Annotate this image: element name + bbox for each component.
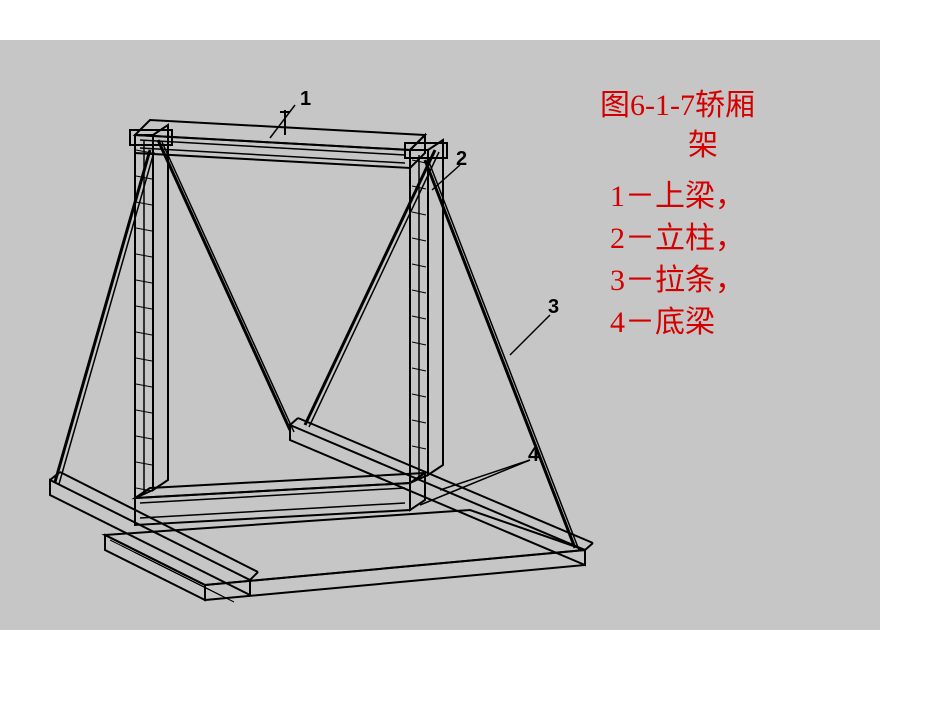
callout-4: 4 bbox=[528, 444, 539, 467]
legend-suffix: ， bbox=[715, 222, 745, 255]
legend-num: 4 bbox=[610, 306, 625, 339]
callout-2: 2 bbox=[456, 148, 467, 171]
figure-title-line2: 架 bbox=[688, 120, 718, 164]
legend-name: 上梁 bbox=[655, 180, 715, 213]
legend-suffix: ， bbox=[715, 264, 745, 297]
legend-name: 拉条 bbox=[655, 264, 715, 297]
legend-item-1: 1－上梁， bbox=[610, 176, 745, 218]
legend-item-4: 4－底梁 bbox=[610, 302, 745, 344]
callout-1: 1 bbox=[300, 88, 311, 111]
legend-num: 2 bbox=[610, 222, 625, 255]
legend-name: 底梁 bbox=[655, 306, 715, 339]
legend-sep: － bbox=[625, 180, 655, 213]
legend-sep: － bbox=[625, 264, 655, 297]
legend-sep: － bbox=[625, 222, 655, 255]
legend-num: 1 bbox=[610, 180, 625, 213]
legend: 1－上梁， 2－立柱， 3－拉条， 4－底梁 bbox=[610, 176, 745, 344]
carriage-frame-drawing bbox=[40, 80, 600, 610]
slide: 1 2 3 4 图6-1-7轿厢 架 1－上梁， 2－立柱， 3－拉条， 4－底… bbox=[0, 0, 950, 713]
legend-sep: － bbox=[625, 306, 655, 339]
legend-name: 立柱 bbox=[655, 222, 715, 255]
figure-title-line1: 图6-1-7轿厢 bbox=[600, 80, 755, 124]
legend-num: 3 bbox=[610, 264, 625, 297]
legend-item-2: 2－立柱， bbox=[610, 218, 745, 260]
legend-suffix: ， bbox=[715, 180, 745, 213]
callout-3: 3 bbox=[548, 296, 559, 319]
legend-item-3: 3－拉条， bbox=[610, 260, 745, 302]
